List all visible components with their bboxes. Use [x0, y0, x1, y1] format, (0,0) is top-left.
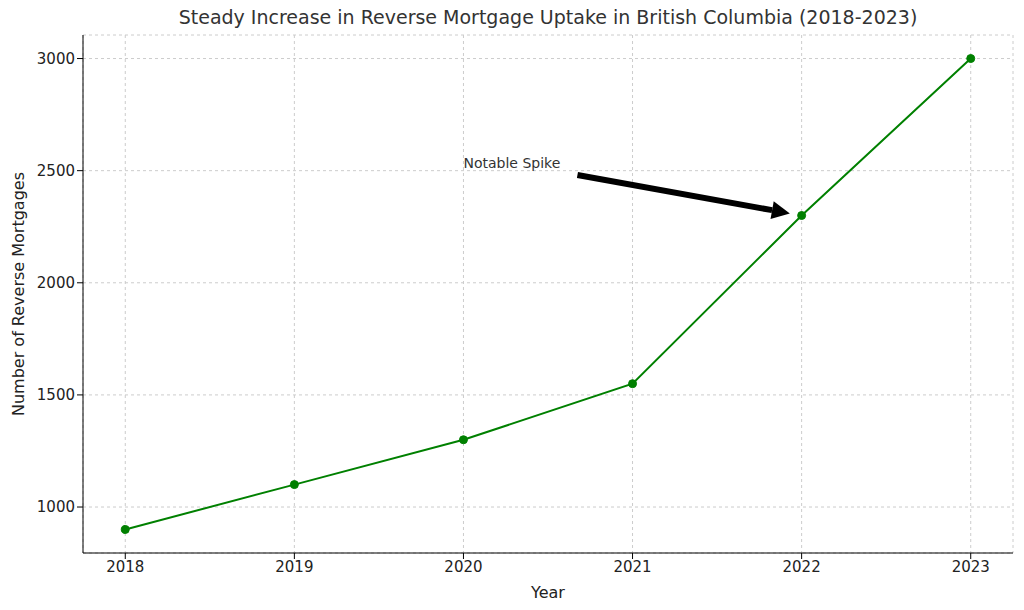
svg-text:2000: 2000 [37, 274, 75, 292]
svg-text:Notable Spike: Notable Spike [463, 155, 560, 171]
svg-text:2022: 2022 [783, 558, 821, 576]
svg-text:1500: 1500 [37, 386, 75, 404]
svg-text:2020: 2020 [444, 558, 482, 576]
svg-text:2021: 2021 [613, 558, 651, 576]
html-text:Steady Increase in Reverse Mor: Steady Increase in Reverse Mortgage Upta… [178, 6, 918, 28]
svg-text:2023: 2023 [952, 558, 990, 576]
svg-text:1000: 1000 [37, 498, 75, 516]
svg-text:Year: Year [530, 583, 565, 602]
svg-text:2018: 2018 [106, 558, 144, 576]
svg-text:3000: 3000 [37, 50, 75, 68]
svg-text:2500: 2500 [37, 162, 75, 180]
svg-text:2019: 2019 [275, 558, 313, 576]
svg-text:Number of Reverse Mortgages: Number of Reverse Mortgages [9, 172, 28, 416]
